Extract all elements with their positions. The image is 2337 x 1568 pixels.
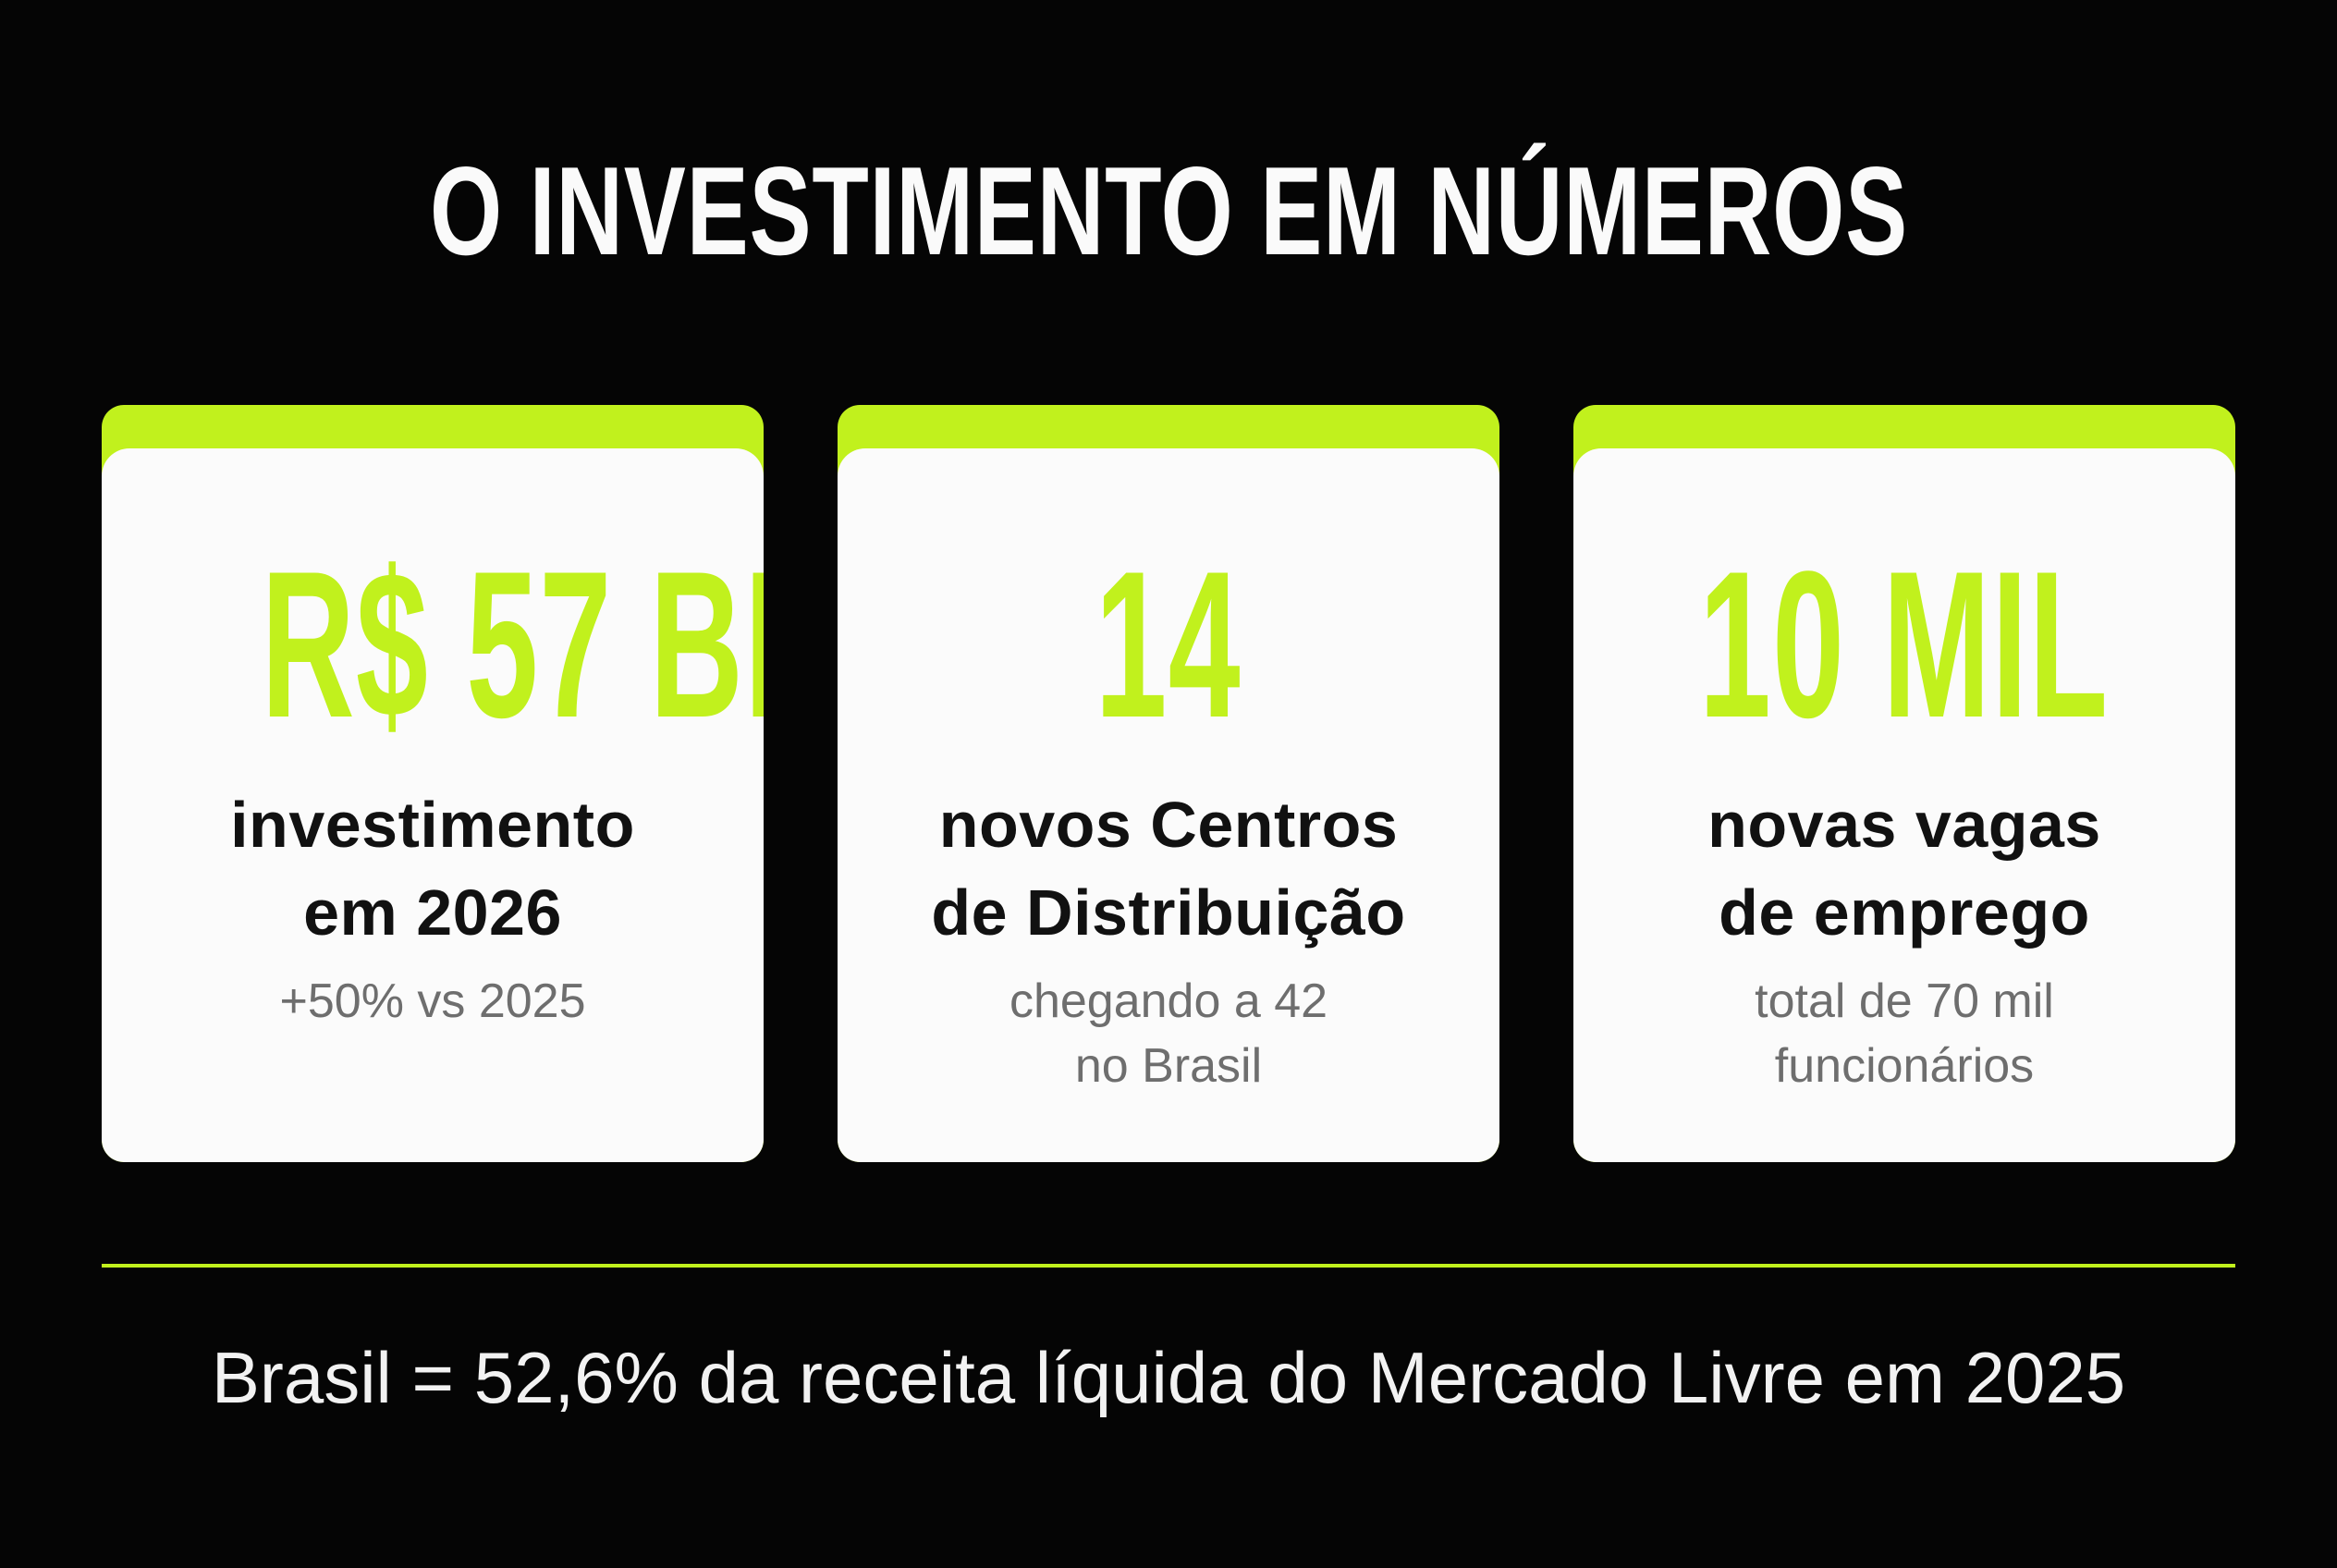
stat-value-text: 10 MIL — [1699, 527, 2110, 761]
card-body: R$ 57 BI investimento em 2026 +50% vs 20… — [102, 448, 764, 1162]
stat-heading-line: em 2026 — [303, 876, 562, 949]
stat-subtext-line: total de 70 mil — [1755, 974, 2054, 1028]
stat-value: 14 — [838, 533, 1499, 755]
stat-card-investment: R$ 57 BI investimento em 2026 +50% vs 20… — [102, 405, 764, 1162]
stat-value: R$ 57 BI — [102, 533, 764, 755]
footer-note: Brasil = 52,6% da receita líquida do Mer… — [211, 1337, 2126, 1418]
divider-line — [102, 1264, 2235, 1268]
stat-subtext-line: +50% vs 2025 — [279, 974, 586, 1028]
card-body: 14 novos Centros de Distribuição chegand… — [838, 448, 1499, 1162]
stat-heading-line: novas vagas — [1707, 789, 2101, 861]
stat-subtext-line: chegando a 42 — [1009, 974, 1328, 1028]
stat-subtext: +50% vs 2025 — [102, 969, 764, 1034]
stat-subtext-line: funcionários — [1774, 1039, 2035, 1093]
stat-value-text: 14 — [1095, 527, 1242, 761]
stat-heading: investimento em 2026 — [102, 781, 764, 957]
stat-subtext-line: no Brasil — [1074, 1039, 1263, 1093]
stat-heading-line: novos Centros — [938, 789, 1399, 861]
page-title: O INVESTIMENTO EM NÚMEROS — [429, 141, 1908, 281]
stat-heading-line: investimento — [230, 789, 635, 861]
card-body: 10 MIL novas vagas de emprego total de 7… — [1573, 448, 2235, 1162]
stat-heading-line: de emprego — [1719, 876, 2090, 949]
stat-value: 10 MIL — [1573, 533, 2235, 755]
stat-subtext: chegando a 42 no Brasil — [838, 969, 1499, 1098]
stat-heading-line: de Distribuição — [931, 876, 1406, 949]
stat-heading: novas vagas de emprego — [1573, 781, 2235, 957]
stat-card-distribution-centers: 14 novos Centros de Distribuição chegand… — [838, 405, 1499, 1162]
stat-card-jobs: 10 MIL novas vagas de emprego total de 7… — [1573, 405, 2235, 1162]
stat-value-text: R$ 57 BI — [261, 527, 764, 761]
stat-subtext: total de 70 mil funcionários — [1573, 969, 2235, 1098]
title-container: O INVESTIMENTO EM NÚMEROS — [0, 148, 2337, 274]
stat-heading: novos Centros de Distribuição — [838, 781, 1499, 957]
